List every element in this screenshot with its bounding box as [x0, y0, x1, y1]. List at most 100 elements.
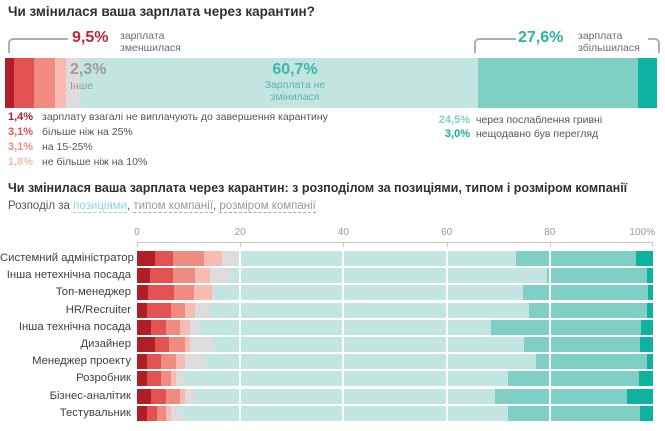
bar-segment-cut_15_25 — [166, 320, 180, 335]
stacked-bar — [137, 268, 653, 283]
legend-text: не більше ніж на 10% — [42, 156, 147, 168]
bar-rows: Системний адміністратор Інша нетехнічна п… — [0, 251, 665, 423]
gridline-20 — [239, 251, 241, 421]
axis-tick-mark — [343, 243, 344, 247]
filter-link-3[interactable]: розміром компанії — [219, 200, 315, 213]
unchanged-percent: 60,7% — [250, 61, 340, 79]
stacked-bar — [137, 337, 653, 352]
bar-segment-unchanged — [184, 371, 509, 386]
bar-segment-unchanged — [216, 285, 523, 300]
legend-percent: 3,0% — [402, 128, 470, 142]
category-label: Тестувальник — [0, 406, 131, 421]
legend-text: через послаблення гривні — [476, 114, 602, 128]
bar-segment-review — [636, 251, 653, 266]
axis-tick-label: 0 — [117, 227, 157, 238]
bar-segment-cut_15_25 — [173, 251, 204, 266]
bar-segment-hryvnia — [516, 251, 636, 266]
top-bar-segment-no_pay — [5, 58, 14, 108]
bar-segment-cut_15_25 — [157, 406, 167, 421]
bar-segment-cut_15_25 — [171, 303, 185, 318]
bar-segment-other — [222, 251, 240, 266]
top-bar-segment-review — [638, 58, 658, 108]
legend-text: більше ніж на 25% — [42, 126, 133, 138]
axis-tick-label: 40 — [323, 227, 363, 238]
bar-segment-unchanged — [240, 251, 516, 266]
bar-segment-review — [648, 285, 653, 300]
other-percent: 2,3% — [70, 61, 106, 79]
bar-row: Бізнес-аналітик — [0, 389, 665, 404]
legend-text: на 15-25% — [42, 141, 93, 153]
bottom-chart-title: Чи змінилася ваша зарплата через каранти… — [8, 181, 627, 195]
bar-segment-cut_over_25 — [155, 251, 173, 266]
bar-segment-other — [190, 320, 200, 335]
category-label: HR/Recruiter — [0, 303, 131, 318]
bar-row: Інша нетехнічна посада — [0, 268, 665, 283]
stacked-bar — [137, 285, 653, 300]
bar-segment-cut_under_10 — [204, 251, 222, 266]
decreased-group-bracket — [8, 38, 68, 53]
bar-row: Системний адміністратор — [0, 251, 665, 266]
category-label: Топ-менеджер — [0, 285, 131, 300]
increased-group-bracket-left — [474, 38, 516, 53]
other-label: Інше — [70, 80, 93, 92]
bar-segment-unchanged — [182, 406, 508, 421]
filter-link-2[interactable]: типом компанії — [133, 200, 213, 213]
bar-segment-review — [627, 389, 653, 404]
filter-link-1[interactable]: позиціями — [73, 200, 127, 213]
bar-segment-review — [647, 303, 653, 318]
bar-row: HR/Recruiter — [0, 303, 665, 318]
bar-row: Менеджер проекту — [0, 354, 665, 369]
legend-decreased: 1,4%зарплату взагалі не виплачують до за… — [8, 111, 328, 171]
bar-segment-no_pay — [137, 354, 147, 369]
bar-row: Дизайнер — [0, 337, 665, 352]
bar-segment-hryvnia — [491, 320, 641, 335]
category-label: Дизайнер — [0, 337, 131, 352]
bar-segment-no_pay — [137, 285, 148, 300]
bar-segment-review — [647, 354, 653, 369]
category-label: Системний адміністратор — [0, 251, 131, 266]
axis-tick-label: 20 — [220, 227, 260, 238]
bar-segment-hryvnia — [524, 337, 640, 352]
bar-segment-cut_under_10 — [195, 268, 209, 283]
stacked-bar — [137, 303, 653, 318]
bar-segment-cut_under_10 — [180, 320, 190, 335]
axis-tick-label: 80 — [530, 227, 570, 238]
salary-survey-page: Чи змінилася ваша зарплата через каранти… — [0, 0, 665, 431]
category-label: Інша технічна посада — [0, 320, 131, 335]
bar-row: Інша технічна посада — [0, 320, 665, 335]
increased-group-bracket-right — [648, 38, 660, 53]
top-bar-segment-hryvnia — [478, 58, 638, 108]
x-axis-line — [137, 242, 653, 243]
bar-segment-cut_15_25 — [169, 337, 185, 352]
top-bar-segment-cut_under_10 — [55, 58, 67, 108]
axis-tick-mark — [652, 243, 653, 247]
stacked-bar — [137, 251, 653, 266]
bar-segment-other — [195, 303, 209, 318]
bar-segment-cut_over_25 — [147, 406, 157, 421]
bar-segment-hryvnia — [508, 406, 640, 421]
bar-segment-cut_15_25 — [166, 389, 180, 404]
legend-item: 1,4%зарплату взагалі не виплачують до за… — [8, 111, 328, 126]
bar-segment-review — [647, 268, 653, 283]
legend-item: 24,5% через послаблення гривні — [402, 114, 602, 128]
category-label: Бізнес-аналітик — [0, 389, 131, 404]
legend-percent: 1,4% — [8, 111, 42, 123]
axis-tick-mark — [137, 243, 138, 247]
axis-tick-label: 100% — [615, 227, 655, 238]
legend-percent: 3,1% — [8, 126, 42, 138]
legend-percent: 1,8% — [8, 156, 42, 168]
axis-tick-mark — [550, 243, 551, 247]
legend-item: 1,8%не більше ніж на 10% — [8, 156, 328, 171]
increased-percent: 27,6% — [518, 29, 563, 47]
breakdown-filters: Розподіл за позиціями, типом компанії, р… — [8, 200, 316, 212]
bar-segment-no_pay — [137, 337, 155, 352]
gridline-60 — [446, 251, 448, 421]
stacked-bar — [137, 371, 653, 386]
bar-segment-unchanged — [210, 303, 529, 318]
bar-segment-hryvnia — [495, 389, 628, 404]
increased-label: зарплата збільшилася — [578, 30, 648, 54]
bar-row: Тестувальник — [0, 406, 665, 421]
bar-row: Розробник — [0, 371, 665, 386]
legend-percent: 24,5% — [402, 114, 470, 128]
bar-segment-cut_over_25 — [147, 354, 161, 369]
